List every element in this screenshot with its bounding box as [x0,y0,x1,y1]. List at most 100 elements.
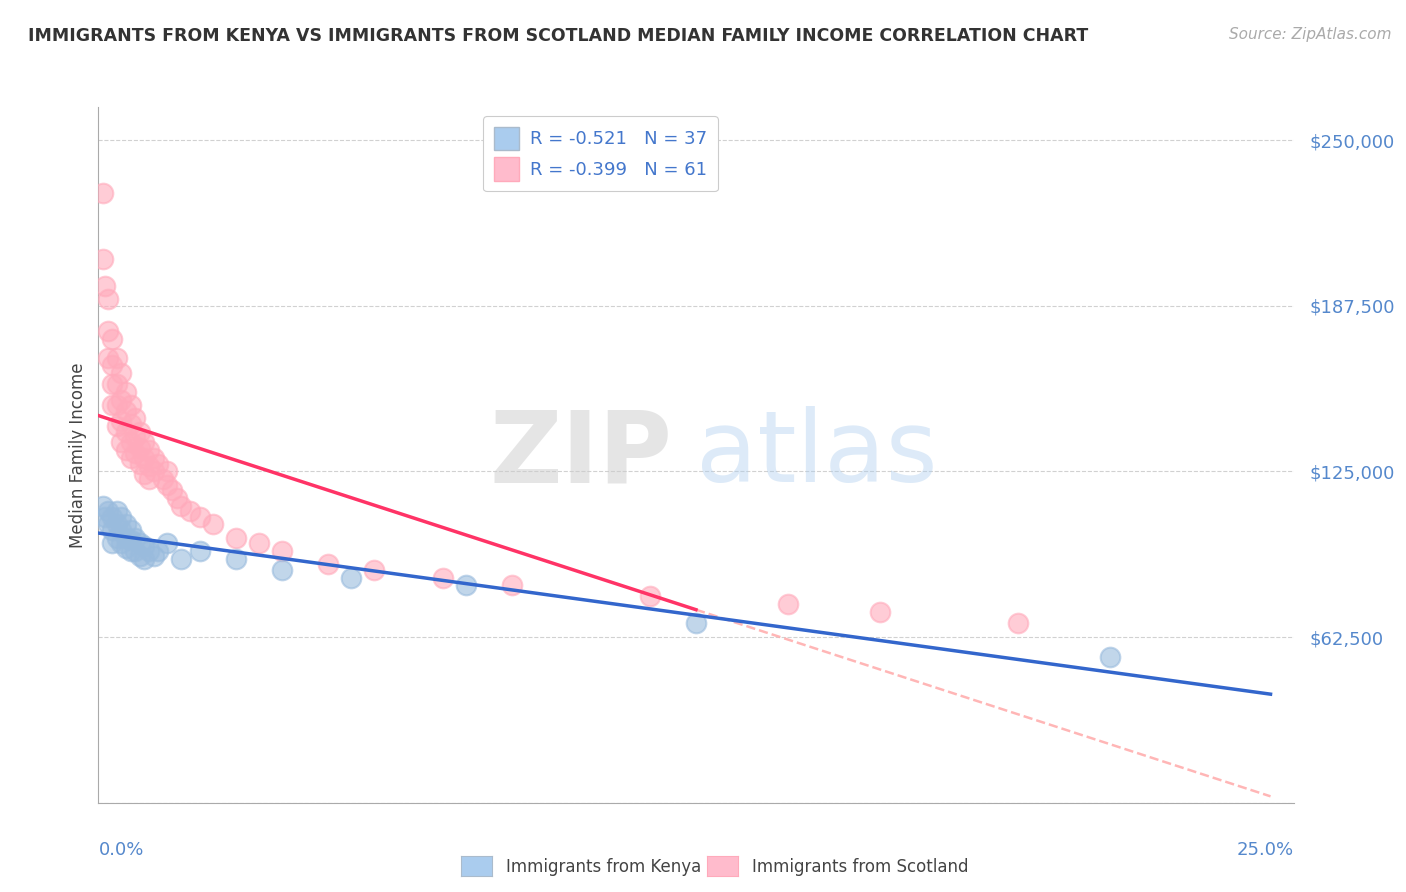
Point [120,451,142,466]
Point [97,324,120,338]
Text: 0.0%: 0.0% [98,841,143,859]
Point [340,570,363,584]
Text: Immigrants from Scotland: Immigrants from Scotland [752,858,969,876]
Point [271,563,294,577]
Point [97,517,120,532]
Point [363,563,385,577]
Point [166,491,188,505]
Point [124,544,146,558]
Point [105,377,128,392]
Point [115,384,138,399]
Point [97,504,120,518]
Point [124,446,146,460]
Point [91,252,114,267]
Point [138,472,160,486]
Point [247,536,270,550]
Point [128,457,150,471]
Point [120,523,142,537]
Point [115,531,138,545]
Point [188,544,211,558]
Point [110,367,132,381]
Point [101,536,124,550]
Point [101,377,124,392]
Text: ZIP: ZIP [489,407,672,503]
Point [105,531,128,545]
Text: atlas: atlas [696,407,938,503]
Point [225,531,247,545]
Point [120,435,142,450]
Point [128,425,150,439]
Point [128,549,150,564]
Point [134,467,156,482]
Point [156,536,179,550]
Point [134,552,156,566]
Point [142,465,165,479]
Point [776,597,799,611]
Point [91,499,114,513]
Point [142,451,165,466]
Point [869,605,891,619]
Point [124,531,146,545]
Point [156,465,179,479]
Point [456,578,478,592]
Point [115,403,138,417]
Legend: R = -0.521   N = 37, R = -0.399   N = 61: R = -0.521 N = 37, R = -0.399 N = 61 [482,116,718,192]
Point [316,558,339,572]
Point [170,499,193,513]
Point [432,570,454,584]
Point [128,441,150,455]
Point [128,536,150,550]
Point [138,544,160,558]
Point [115,541,138,556]
Point [105,419,128,434]
Point [271,544,294,558]
Point [501,578,523,592]
Text: Immigrants from Kenya: Immigrants from Kenya [506,858,702,876]
Point [101,332,124,346]
Point [94,509,117,524]
Point [115,517,138,532]
Point [120,398,142,412]
Y-axis label: Median Family Income: Median Family Income [69,362,87,548]
Point [160,483,183,497]
Point [115,443,138,458]
Point [105,504,128,518]
Point [120,417,142,431]
Point [138,443,160,458]
Point [120,544,142,558]
Point [179,504,201,518]
Point [110,536,132,550]
Point [188,509,211,524]
Point [101,509,124,524]
Point [110,523,132,537]
Text: Source: ZipAtlas.com: Source: ZipAtlas.com [1229,27,1392,42]
Point [685,615,707,630]
Point [91,186,114,201]
Point [148,457,170,471]
Point [124,411,146,425]
Point [225,552,247,566]
Point [138,459,160,474]
Point [1007,615,1029,630]
Point [105,398,128,412]
Text: IMMIGRANTS FROM KENYA VS IMMIGRANTS FROM SCOTLAND MEDIAN FAMILY INCOME CORRELATI: IMMIGRANTS FROM KENYA VS IMMIGRANTS FROM… [28,27,1088,45]
Point [156,477,179,491]
Text: 25.0%: 25.0% [1236,841,1294,859]
Point [97,292,120,306]
Point [94,279,117,293]
Point [202,517,225,532]
Point [134,539,156,553]
Point [105,351,128,365]
Point [638,589,661,603]
Point [110,392,132,407]
Point [110,414,132,428]
Point [110,509,132,524]
Point [97,351,120,365]
Point [115,425,138,439]
Point [110,435,132,450]
Point [134,451,156,466]
Point [124,430,146,444]
Point [142,549,165,564]
Point [148,544,170,558]
Point [1098,650,1121,665]
